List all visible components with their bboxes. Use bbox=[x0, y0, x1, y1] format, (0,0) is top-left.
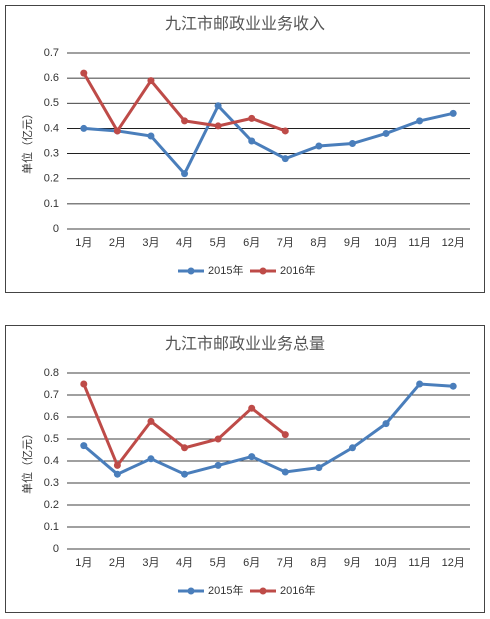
x-tick-label: 1月 bbox=[75, 557, 92, 569]
point bbox=[181, 117, 189, 125]
point bbox=[113, 461, 121, 469]
point bbox=[80, 380, 88, 388]
chart-title: 九江市邮政业业务总量 bbox=[165, 335, 325, 353]
x-tick-label: 5月 bbox=[210, 557, 227, 569]
point bbox=[113, 470, 121, 478]
y-tick-label: 0.5 bbox=[44, 97, 59, 109]
x-tick-label: 7月 bbox=[277, 557, 294, 569]
point bbox=[113, 127, 121, 135]
chart-title: 九江市邮政业业务收入 bbox=[165, 15, 325, 33]
y-tick-label: 0.3 bbox=[44, 477, 59, 489]
x-tick-label: 8月 bbox=[310, 237, 327, 249]
point bbox=[147, 455, 155, 463]
y-tick-label: 0.7 bbox=[44, 47, 59, 59]
y-tick-label: 0.2 bbox=[44, 173, 59, 185]
x-tick-label: 9月 bbox=[344, 237, 361, 249]
x-tick-label: 12月 bbox=[442, 557, 465, 569]
series-line bbox=[82, 382, 454, 476]
y-tick-label: 0.6 bbox=[44, 411, 59, 423]
point bbox=[348, 140, 356, 148]
point bbox=[147, 132, 155, 140]
point bbox=[248, 137, 256, 145]
point bbox=[315, 142, 323, 150]
point bbox=[449, 109, 457, 117]
legend-marker bbox=[259, 267, 267, 275]
x-tick-label: 10月 bbox=[374, 237, 397, 249]
point bbox=[248, 404, 256, 412]
legend-label: 2016年 bbox=[280, 583, 315, 597]
legend-label: 2016年 bbox=[280, 263, 315, 277]
point bbox=[449, 382, 457, 390]
point bbox=[80, 69, 88, 77]
chart-frame bbox=[5, 325, 485, 613]
y-tick-label: 0.6 bbox=[44, 72, 59, 84]
point bbox=[181, 170, 189, 178]
x-tick-label: 3月 bbox=[142, 557, 159, 569]
y-axis-label: 单位（亿元） bbox=[20, 108, 34, 174]
x-tick-label: 11月 bbox=[408, 557, 430, 569]
point bbox=[248, 453, 256, 461]
point bbox=[281, 468, 289, 476]
point bbox=[281, 431, 289, 439]
x-tick-label: 12月 bbox=[442, 237, 465, 249]
point bbox=[348, 444, 356, 452]
x-tick-label: 8月 bbox=[310, 557, 327, 569]
point bbox=[382, 129, 390, 137]
point bbox=[281, 127, 289, 135]
point bbox=[315, 464, 323, 472]
legend-marker bbox=[187, 267, 195, 275]
y-tick-label: 0.1 bbox=[44, 198, 59, 210]
legend-marker bbox=[259, 587, 267, 595]
point bbox=[416, 380, 424, 388]
x-tick-label: 2月 bbox=[109, 557, 126, 569]
chart-frame bbox=[5, 5, 485, 293]
point bbox=[416, 117, 424, 125]
point bbox=[281, 155, 289, 163]
point bbox=[248, 114, 256, 122]
point bbox=[181, 444, 189, 452]
point bbox=[214, 102, 222, 110]
x-tick-label: 1月 bbox=[75, 237, 92, 249]
y-tick-label: 0 bbox=[53, 223, 59, 235]
point bbox=[80, 442, 88, 450]
x-tick-label: 5月 bbox=[210, 237, 227, 249]
point bbox=[80, 124, 88, 132]
point bbox=[147, 77, 155, 85]
y-tick-label: 0.4 bbox=[44, 455, 59, 467]
y-tick-label: 0.4 bbox=[44, 122, 59, 134]
y-tick-label: 0.2 bbox=[44, 499, 59, 511]
y-tick-label: 0.7 bbox=[44, 389, 59, 401]
x-tick-label: 11月 bbox=[408, 237, 430, 249]
y-tick-label: 0 bbox=[53, 543, 59, 555]
y-tick-label: 0.5 bbox=[44, 433, 59, 445]
point bbox=[382, 420, 390, 428]
x-tick-label: 6月 bbox=[243, 557, 260, 569]
y-tick-label: 0.3 bbox=[44, 147, 59, 159]
point bbox=[214, 435, 222, 443]
x-tick-label: 10月 bbox=[374, 557, 397, 569]
x-tick-label: 9月 bbox=[344, 557, 361, 569]
series-line bbox=[83, 103, 454, 177]
legend-label: 2015年 bbox=[208, 583, 243, 597]
legend-marker bbox=[187, 587, 195, 595]
x-tick-label: 4月 bbox=[176, 557, 193, 569]
legend-label: 2015年 bbox=[208, 263, 243, 277]
y-tick-label: 0.8 bbox=[44, 367, 59, 379]
x-tick-label: 4月 bbox=[176, 237, 193, 249]
y-tick-label: 0.1 bbox=[44, 521, 59, 533]
x-tick-label: 2月 bbox=[109, 237, 126, 249]
x-tick-label: 7月 bbox=[277, 237, 294, 249]
y-axis-label: 单位（亿元） bbox=[20, 428, 34, 494]
x-tick-label: 6月 bbox=[243, 237, 260, 249]
point bbox=[147, 417, 155, 425]
point bbox=[214, 461, 222, 469]
x-tick-label: 3月 bbox=[142, 237, 159, 249]
point bbox=[214, 122, 222, 130]
point bbox=[181, 470, 189, 478]
